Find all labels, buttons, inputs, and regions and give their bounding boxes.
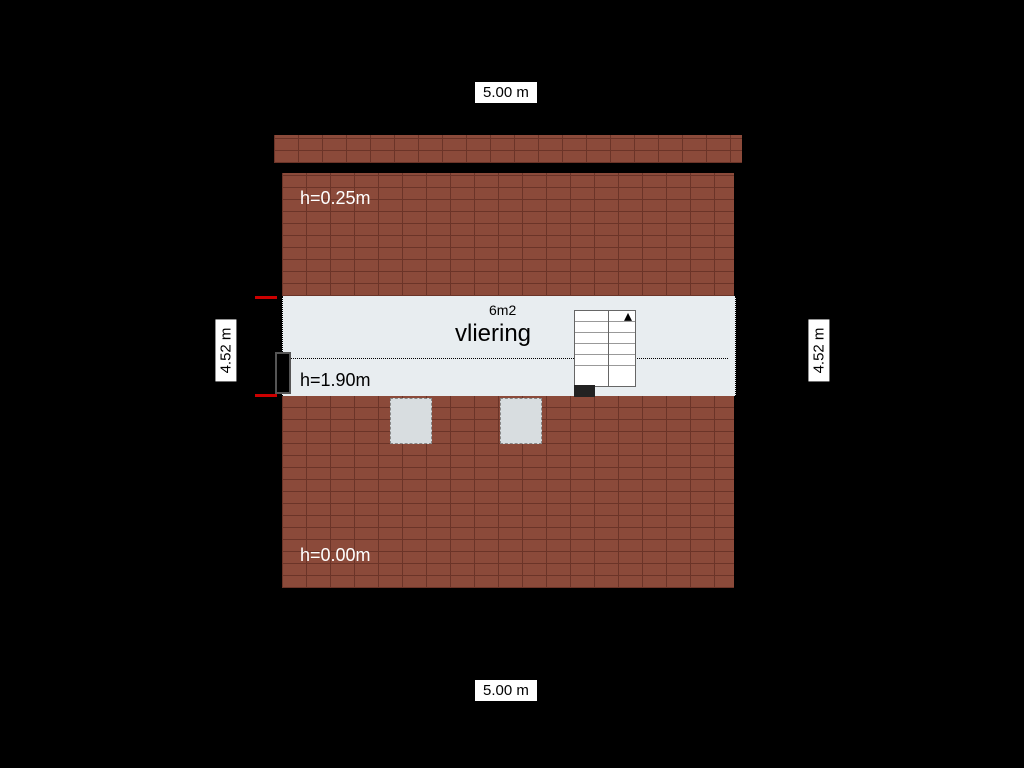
stair-landing [574, 385, 634, 397]
dashed-midline [288, 358, 728, 359]
dimension-bottom: 5.00 m [475, 680, 537, 701]
skylight-2 [500, 398, 542, 444]
door-left [275, 352, 291, 394]
roof-top-band [274, 135, 742, 163]
stair-arrow-icon: ▴ [624, 306, 632, 326]
room-name: vliering [455, 320, 531, 348]
height-label-bottom: h=0.00m [300, 545, 371, 566]
height-label-middle: h=1.90m [300, 370, 371, 391]
red-marker-top [255, 296, 277, 299]
skylight-1 [390, 398, 432, 444]
room-area: 6m2 [489, 302, 516, 318]
height-label-top: h=0.25m [300, 188, 371, 209]
dimension-top: 5.00 m [475, 82, 537, 103]
red-marker-bottom [255, 394, 277, 397]
dimension-left: 4.52 m [215, 320, 236, 382]
dimension-right: 4.52 m [808, 320, 829, 382]
staircase: ▴ [574, 310, 636, 387]
